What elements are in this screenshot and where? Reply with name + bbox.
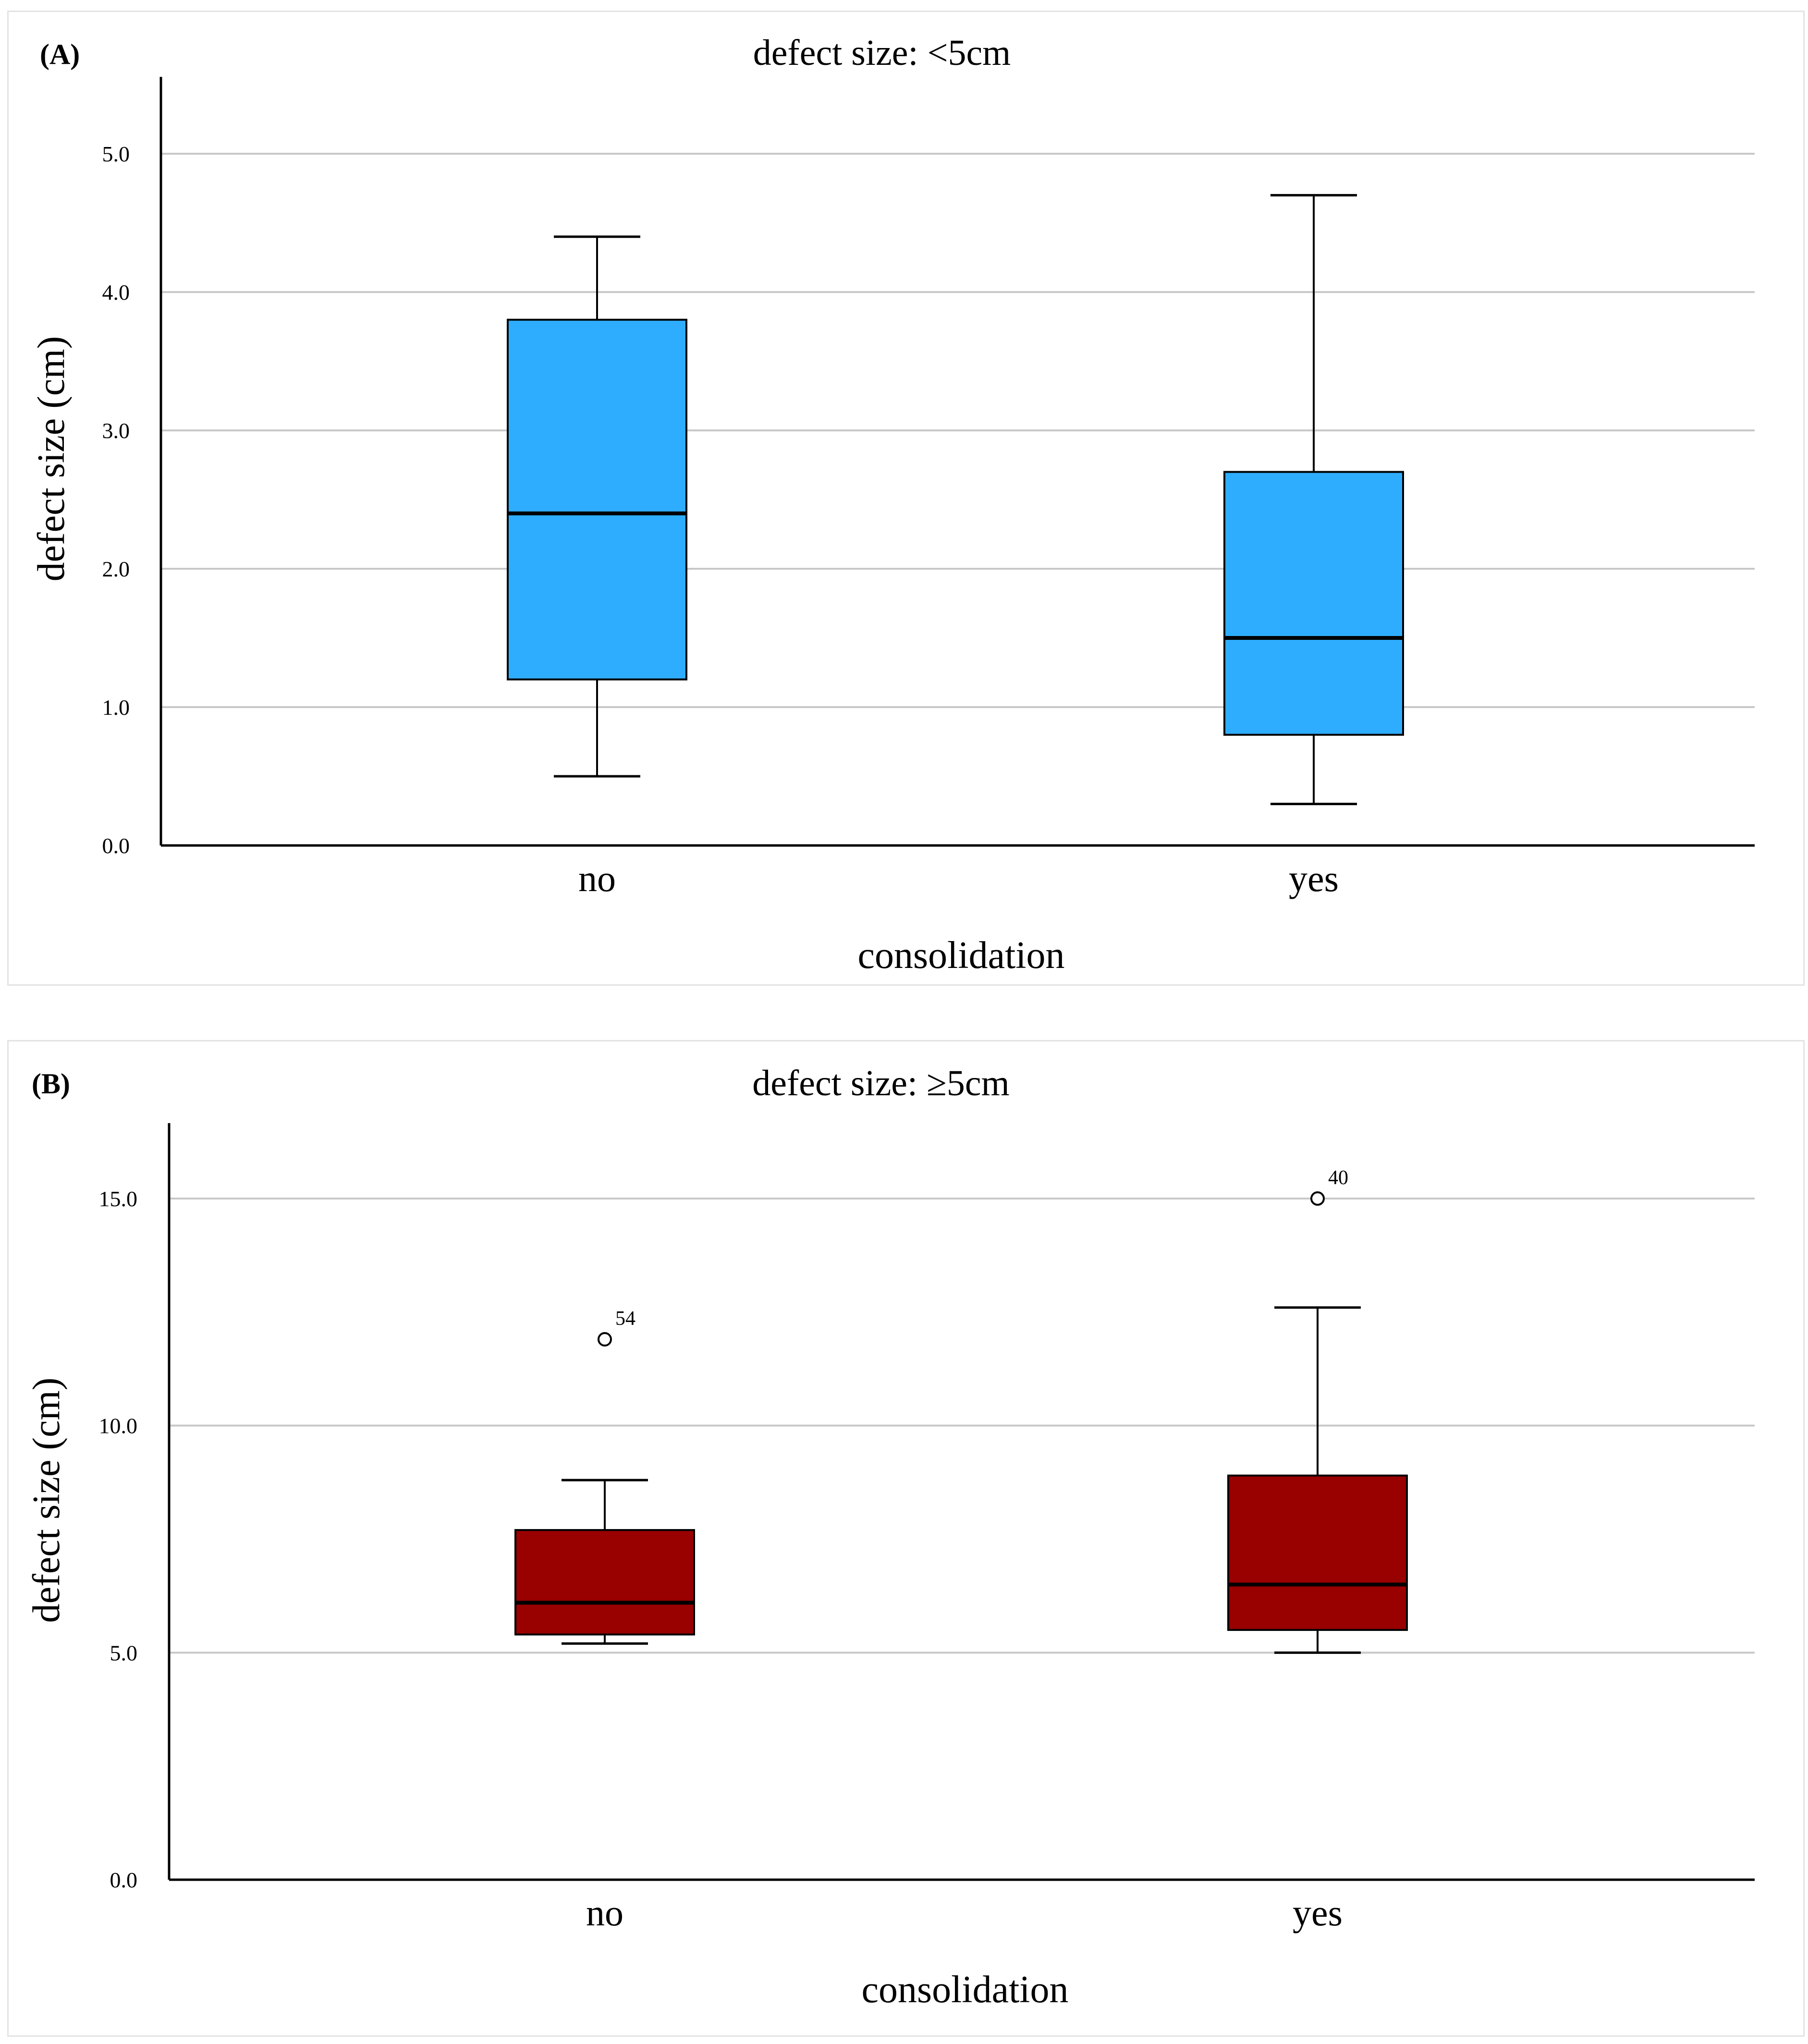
panel-label-a: (A)	[40, 38, 80, 70]
x-tick-label-a-no: no	[578, 857, 616, 899]
boxplot-chart-b: 0.0 5.0 10.0 15.0 54 no 40 yes (B) defect size: ≥…	[25, 1063, 1755, 2011]
y-tick-label-a-1: 1.0	[102, 695, 130, 720]
y-tick-label-a-5: 5.0	[102, 142, 130, 166]
outlier-label-b-no-0: 54	[615, 1308, 635, 1330]
y-tick-label-b-1: 5.0	[110, 1640, 138, 1665]
boxplot-chart-a: 0.0 1.0 2.0 3.0 4.0 5.0 no yes (A) defect size: <…	[30, 33, 1755, 977]
y-axis-title-a: defect size (cm)	[30, 336, 73, 582]
x-tick-label-b-no: no	[586, 1892, 623, 1934]
panel-label-b: (B)	[32, 1068, 70, 1100]
x-axis-title-b: consolidation	[861, 1969, 1068, 2011]
box-b-no	[514, 1529, 695, 1636]
y-tick-label-a-3: 3.0	[102, 418, 130, 443]
box-b-yes	[1227, 1474, 1408, 1631]
panel-a: 0.0 1.0 2.0 3.0 4.0 5.0 no yes (A) defect size: <…	[7, 11, 1805, 986]
y-tick-label-b-2: 10.0	[99, 1414, 138, 1438]
y-tick-label-b-0: 0.0	[110, 1868, 138, 1892]
box-a-yes	[1223, 471, 1404, 736]
y-tick-label-a-0: 0.0	[102, 833, 130, 858]
x-tick-label-b-yes: yes	[1293, 1892, 1343, 1934]
box-a-no	[507, 318, 687, 681]
outlier-point-b-yes-0	[1310, 1191, 1325, 1206]
y-tick-label-b-3: 15.0	[99, 1187, 138, 1211]
panel-b: 0.0 5.0 10.0 15.0 54 no 40 yes (B) defect size: ≥…	[7, 1040, 1805, 2037]
y-tick-label-a-2: 2.0	[102, 557, 130, 581]
outlier-label-b-yes-0: 40	[1328, 1167, 1348, 1189]
y-tick-label-a-4: 4.0	[102, 280, 130, 305]
y-axis-title-b: defect size (cm)	[25, 1378, 68, 1623]
x-tick-label-a-yes: yes	[1289, 857, 1339, 899]
chart-title-a: defect size: <5cm	[753, 33, 1011, 73]
chart-title-b: defect size: ≥5cm	[752, 1063, 1009, 1103]
x-axis-title-a: consolidation	[857, 934, 1064, 977]
outlier-point-b-no-0	[598, 1332, 612, 1347]
